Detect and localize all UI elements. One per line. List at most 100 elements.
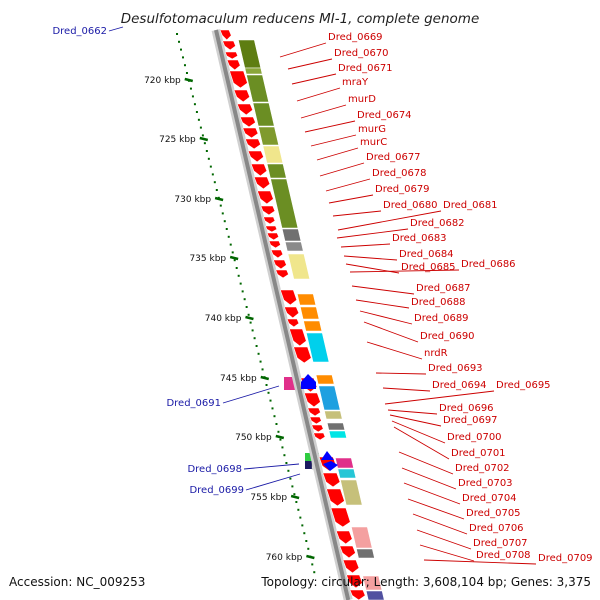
gene-label: Dred_0680 [383,200,438,211]
forward-gene-arrow [219,29,232,41]
gene-label: Dred_0696 [439,403,494,414]
gene-label: Dred_0684 [399,249,454,260]
ruler-dot [271,407,274,410]
forward-gene-arrow [279,289,298,306]
ruler-dot [273,415,276,418]
gene-label: Dred_0686 [461,259,516,270]
feature-block [337,468,357,479]
leader-line [416,529,472,550]
ruler-dot [311,563,314,566]
forward-gene-arrow [272,259,287,270]
gene-label: murD [348,94,376,105]
gene-label: Dred_0699 [189,485,244,496]
gene-label: Dred_0706 [469,523,524,534]
feature-block [324,410,343,420]
ruler-dot [185,72,188,74]
gene-label: Dred_0671 [338,63,393,74]
ruler-dot [289,477,292,480]
ruler-dot [275,423,278,425]
forward-gene-arrow [247,150,264,163]
ruler-dot [221,212,224,215]
leader-line [387,409,438,415]
leader-line [287,58,333,70]
feature-block [266,163,287,179]
feature-block [287,253,311,280]
ruler-dot [253,337,256,340]
gene-label: Dred_0694 [432,380,487,391]
leader-line [316,147,359,161]
leader-line [304,120,356,133]
ruler-dot [297,508,300,511]
ruler-dot [207,157,210,160]
ruler-dot [209,165,212,168]
forward-gene-arrow [265,225,278,233]
ruler-tick-mark [214,196,224,202]
leader-line [403,482,461,505]
ruler-tick-label: 740 kbp [205,314,242,324]
gene-label: Dred_0704 [462,493,517,504]
forward-gene-arrow [313,432,326,441]
ruler-dot [285,462,288,464]
ruler-ticks-layer: 720 kbp 725 kbp 730 kbp 735 kbp 740 kbp 745 k… [144,33,316,574]
gene-label: Dred_0674 [357,110,412,121]
forward-gene-arrow [339,545,356,559]
ruler-dot [229,243,232,246]
leader-line [279,42,327,58]
ruler-dot [205,150,208,152]
ruler-dot [191,95,194,98]
leader-line [243,463,300,470]
ruler-dot [225,228,228,230]
feature-block [305,332,330,363]
leader-line [363,321,419,343]
gene-label: Dred_0681 [443,200,498,211]
ruler-tick-mark [290,494,300,500]
ruler-dot [213,181,216,184]
ruler-dot [237,274,240,277]
ruler-dot [245,306,248,308]
ruler-tick-mark [184,77,194,83]
ruler-dot [281,446,284,449]
accession-text: Accession: NC_009253 [9,575,145,589]
feature-block [296,293,317,306]
ruler-dot [201,134,204,137]
gene-label: Dred_0677 [366,152,421,163]
gene-label: Dred_0709 [538,553,593,564]
gene-label: Dred_0703 [458,478,513,489]
leader-line [310,134,357,147]
ruler-dot [257,352,260,355]
label-leaders-layer [108,26,537,565]
feature-block [237,39,262,69]
reverse-gene-arrow [323,461,338,471]
leader-line [222,385,280,404]
topology-text: Topology: circular; Length: 3,608,104 bp… [260,575,591,589]
gene-label: Dred_0678 [372,168,427,179]
forward-gene-arrow [244,138,261,150]
forward-gene-arrow [275,269,289,279]
ruler-dot [227,235,230,238]
leader-line [319,162,365,177]
ruler-tick-label: 730 kbp [174,195,211,205]
map-title: Desulfotomaculum reducens MI-1, complete… [121,11,480,27]
feature-block [281,228,302,242]
ruler-dot [203,142,206,145]
forward-gene-arrow [260,205,276,216]
leader-line [325,178,371,192]
forward-gene-arrow [256,190,274,205]
ruler-tick-mark [260,375,270,381]
leader-line [300,104,347,119]
leader-line [296,87,341,102]
ruler-dot [313,571,316,574]
ruler-dot [295,501,298,503]
gene-label: Dred_0697 [443,415,498,426]
feature-block [270,178,299,229]
leader-line [393,426,450,460]
ruler-tick-mark [306,554,315,560]
gene-label: Dred_0688 [411,297,466,308]
ruler-tick-label: 760 kbp [266,553,303,563]
leader-line [340,243,391,248]
gene-label: Dred_0685 [401,262,456,273]
feature-block [315,374,335,385]
forward-gene-arrow [322,472,341,488]
forward-gene-arrow [326,488,345,507]
ruler-dot [199,126,202,129]
